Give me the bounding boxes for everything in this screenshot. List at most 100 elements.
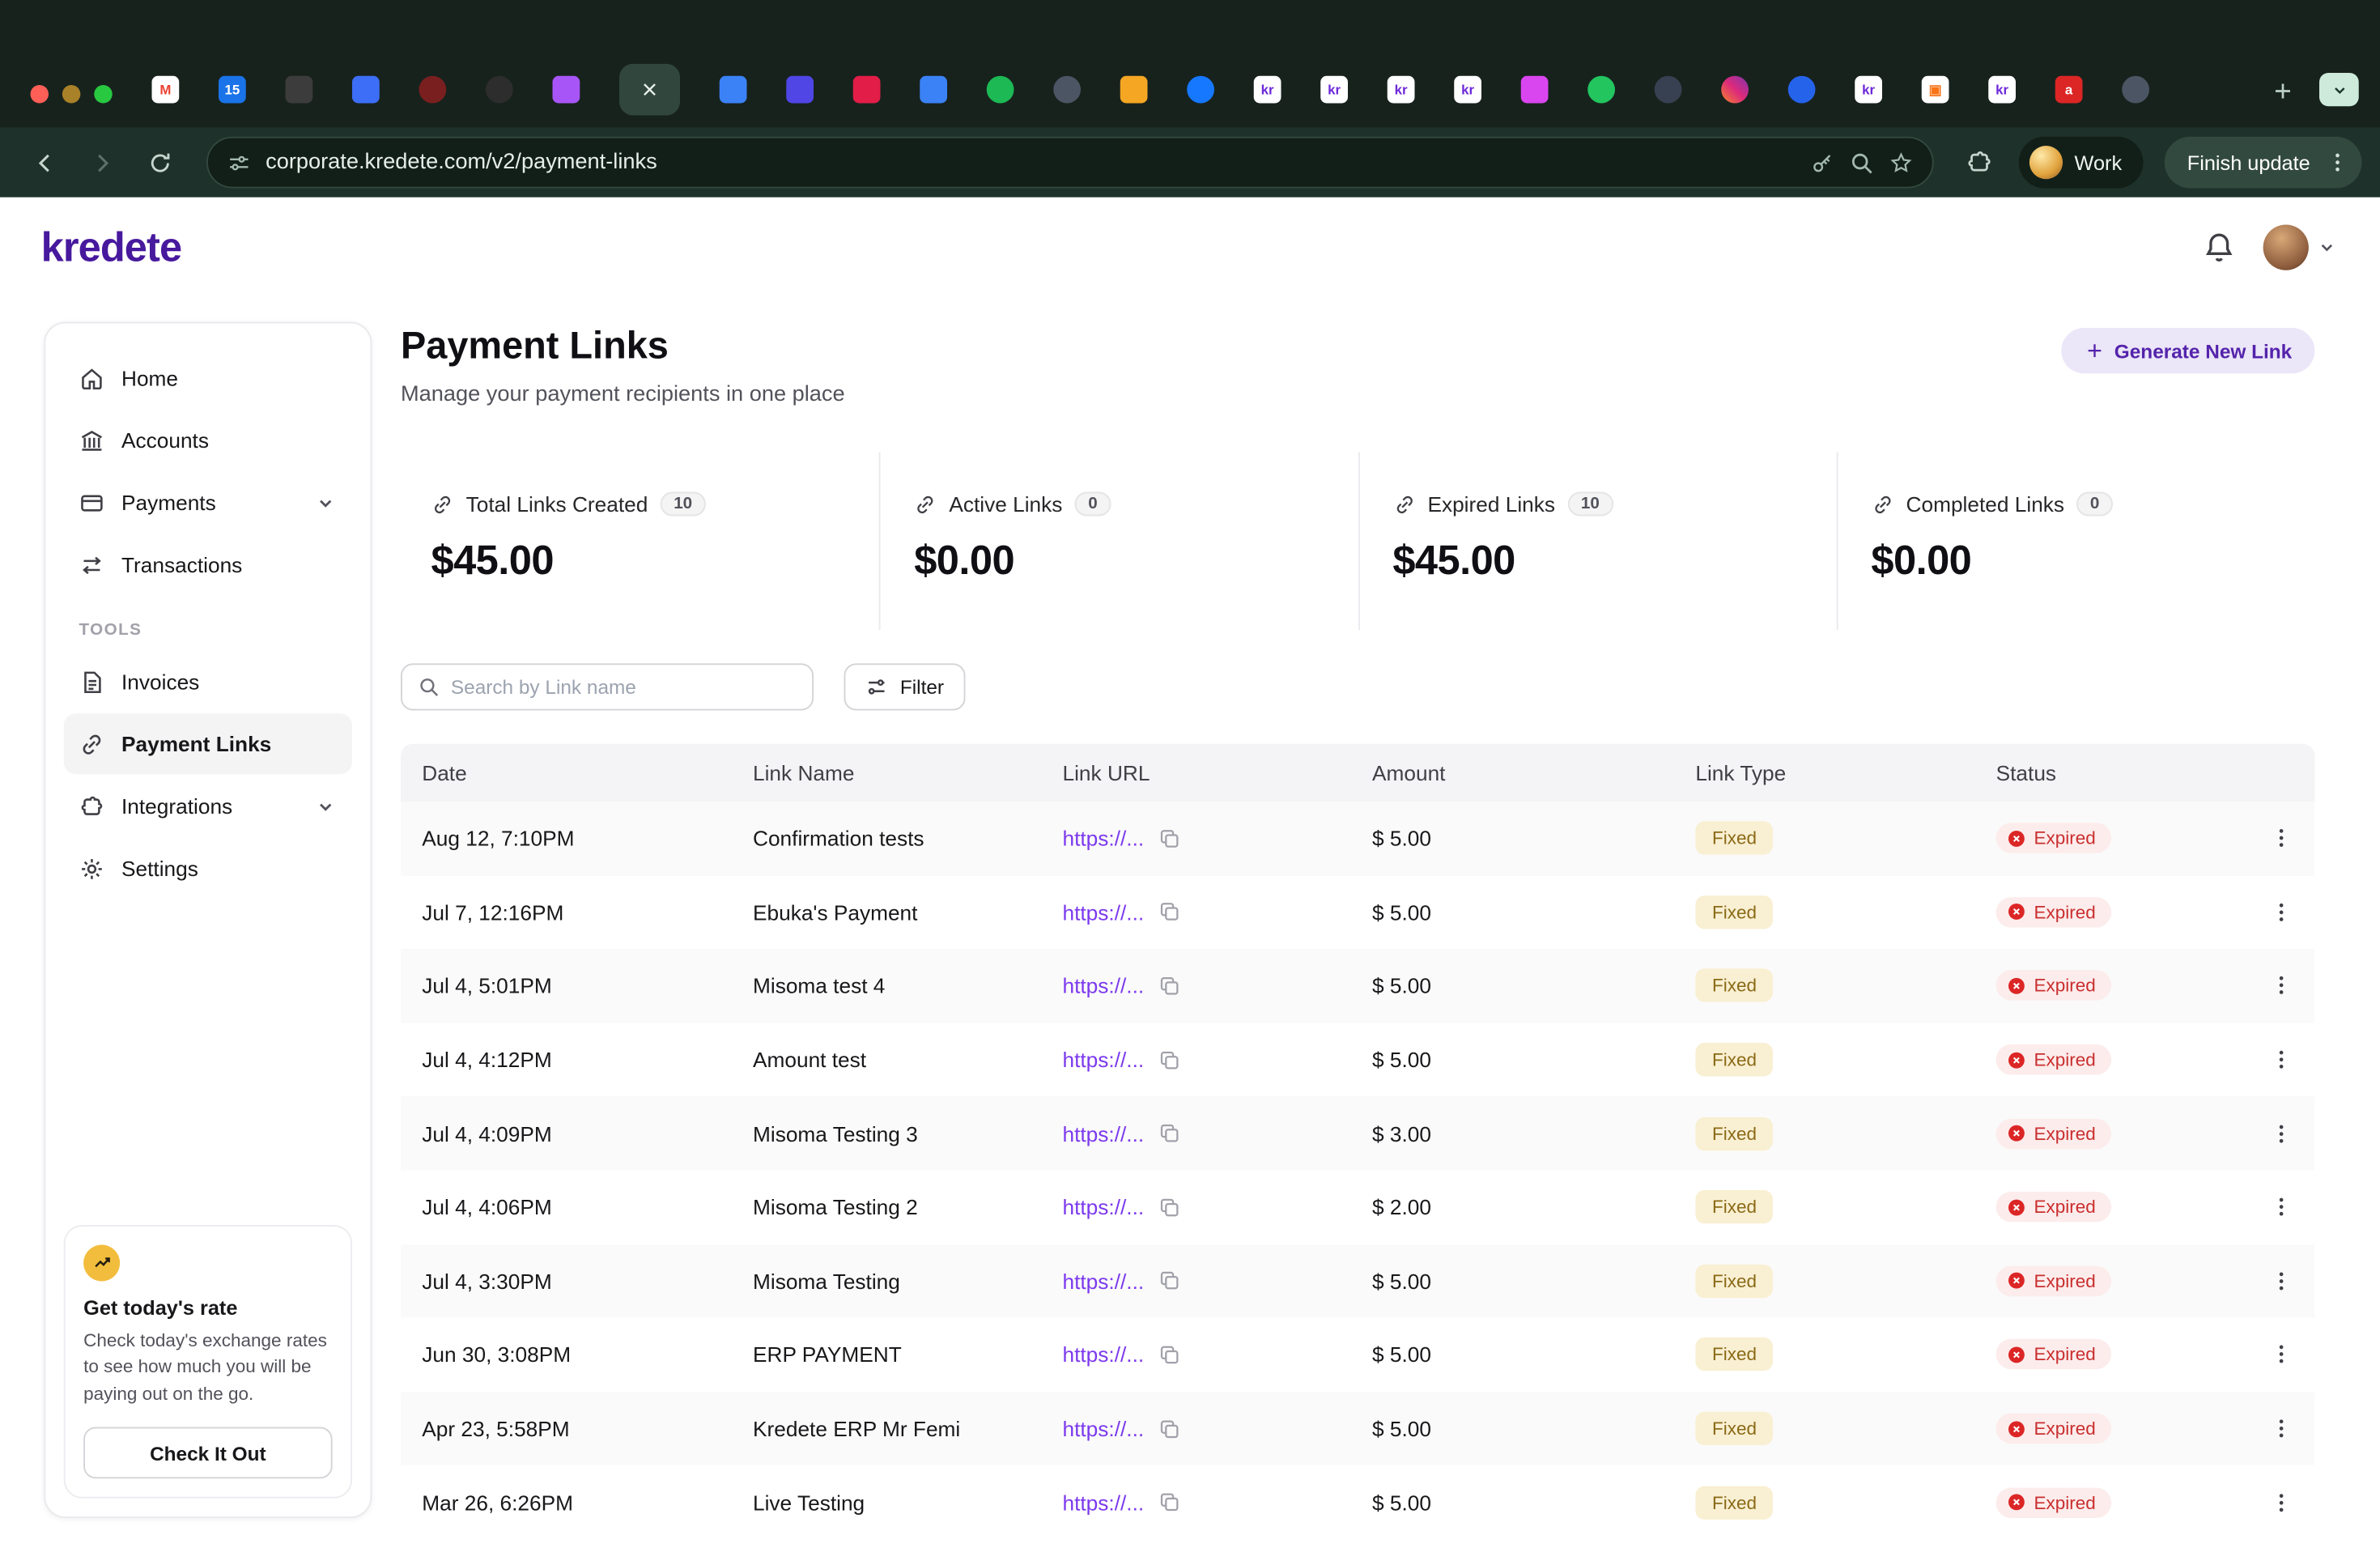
copy-icon[interactable] (1158, 827, 1180, 849)
stat-count-badge: 10 (1567, 491, 1613, 517)
generate-new-link-button[interactable]: Generate New Link (2061, 328, 2315, 374)
finish-update-button[interactable]: Finish update (2164, 136, 2362, 189)
browser-menu-icon[interactable] (2326, 151, 2350, 175)
cell-date: Jul 4, 5:01PM (422, 973, 552, 998)
row-menu-button[interactable] (2269, 1342, 2293, 1367)
row-menu-button[interactable] (2269, 827, 2293, 851)
row-menu-button[interactable] (2269, 1121, 2293, 1146)
close-icon[interactable] (639, 79, 660, 100)
new-tab-button[interactable] (2262, 70, 2305, 113)
tab-spotify[interactable] (986, 75, 1014, 104)
tab-overflow-button[interactable] (2319, 73, 2359, 107)
sidebar-item-settings[interactable]: Settings (64, 838, 352, 899)
tab-gmail[interactable]: M (151, 75, 180, 104)
copy-icon[interactable] (1158, 975, 1180, 997)
forward-button[interactable] (76, 137, 128, 189)
search-box[interactable] (401, 663, 814, 711)
sidebar-item-accounts[interactable]: Accounts (64, 410, 352, 470)
link-url[interactable]: https://... (1062, 1416, 1145, 1441)
browser-profile-chip[interactable]: Work (2018, 136, 2144, 189)
tab-kredete-kr-1[interactable]: kr (1253, 75, 1281, 104)
tab-blue-round-app[interactable] (1187, 75, 1214, 104)
sidebar-item-payments[interactable]: Payments (64, 472, 352, 533)
tab-white-orange-app[interactable]: ▣ (1921, 75, 1949, 104)
fullscreen-window-button[interactable] (94, 85, 113, 104)
url-text[interactable]: corporate.kredete.com/v2/payment-links (266, 150, 657, 175)
tab-active-tab[interactable] (619, 63, 680, 116)
tab-kredete-kr-4[interactable]: kr (1454, 75, 1481, 104)
tab-kredete-kr-6[interactable]: kr (1988, 75, 2016, 104)
tab-doc-blue-2[interactable] (920, 75, 947, 104)
copy-icon[interactable] (1158, 1196, 1180, 1218)
check-it-out-button[interactable]: Check It Out (83, 1427, 333, 1479)
tab-pink-grid-app[interactable] (1520, 75, 1549, 104)
tab-red-blue-app[interactable] (852, 75, 881, 104)
sidebar-item-home[interactable]: Home (64, 347, 352, 408)
link-url[interactable]: https://... (1062, 826, 1145, 851)
tab-globe-dark[interactable] (1053, 75, 1081, 104)
copy-icon[interactable] (1158, 901, 1180, 924)
tab-amber-app[interactable] (1120, 75, 1148, 104)
copy-icon[interactable] (1158, 1122, 1180, 1145)
plus-icon (2271, 79, 2295, 104)
tab-red-a-app[interactable]: a (2055, 75, 2083, 104)
cell-amount: $ 5.00 (1372, 1342, 1432, 1367)
user-menu[interactable] (2263, 224, 2338, 270)
search-input[interactable] (450, 675, 797, 699)
tab-blue-bars-app[interactable] (1787, 75, 1816, 104)
password-manager-icon[interactable] (1808, 150, 1834, 176)
link-url[interactable]: https://... (1062, 899, 1145, 925)
close-window-button[interactable] (30, 85, 49, 104)
tab-blue-app[interactable] (352, 75, 380, 104)
copy-icon[interactable] (1158, 1491, 1180, 1514)
row-menu-button[interactable] (2269, 974, 2293, 998)
bookmark-icon[interactable] (1888, 150, 1914, 176)
link-url[interactable]: https://... (1062, 1047, 1145, 1072)
sidebar-item-payment-links[interactable]: Payment Links (63, 713, 352, 775)
copy-icon[interactable] (1158, 1269, 1180, 1292)
tab-leaf-green-app[interactable] (1587, 75, 1615, 104)
tab-kredete-kr-5[interactable]: kr (1855, 75, 1882, 104)
zoom-icon[interactable] (1848, 150, 1874, 176)
tab-dark-red-app[interactable] (419, 75, 447, 104)
copy-icon[interactable] (1158, 1343, 1180, 1366)
tab-camera-dark[interactable] (285, 75, 313, 104)
kredete-logo[interactable]: kredete (40, 223, 182, 270)
sidebar-item-transactions[interactable]: Transactions (64, 534, 352, 595)
row-menu-button[interactable] (2269, 1048, 2293, 1072)
tab-indigo-app[interactable] (786, 75, 814, 104)
row-menu-button[interactable] (2269, 1491, 2293, 1515)
tab-dark-app[interactable] (486, 75, 513, 104)
tab-kredete-kr-3[interactable]: kr (1387, 75, 1415, 104)
row-menu-button[interactable] (2269, 1416, 2293, 1440)
tab-doc-blue[interactable] (719, 75, 747, 104)
link-url[interactable]: https://... (1062, 1121, 1145, 1146)
tab-purple-badge[interactable] (552, 75, 580, 104)
tab-dark-ring-app[interactable] (1654, 75, 1682, 104)
link-url[interactable]: https://... (1062, 1490, 1145, 1515)
row-menu-button[interactable] (2269, 1269, 2293, 1293)
row-menu-button[interactable] (2269, 1195, 2293, 1219)
back-button[interactable] (19, 137, 70, 189)
link-url[interactable]: https://... (1062, 1342, 1145, 1367)
sidebar-item-integrations[interactable]: Integrations (64, 776, 352, 836)
row-menu-button[interactable] (2269, 900, 2293, 925)
link-url[interactable]: https://... (1062, 1195, 1145, 1220)
filter-button[interactable]: Filter (844, 663, 966, 711)
site-settings-icon[interactable] (226, 150, 252, 176)
tab-globe-dark-2[interactable] (2122, 75, 2149, 104)
tab-instagram[interactable] (1721, 75, 1749, 104)
address-bar[interactable]: corporate.kredete.com/v2/payment-links (206, 136, 1934, 189)
link-url[interactable]: https://... (1062, 1269, 1145, 1294)
sidebar-item-invoices[interactable]: Invoices (64, 651, 352, 712)
link-type-badge: Fixed (1695, 1485, 1774, 1520)
reload-button[interactable] (134, 137, 185, 189)
tab-kredete-kr-2[interactable]: kr (1320, 75, 1348, 104)
copy-icon[interactable] (1158, 1048, 1180, 1071)
copy-icon[interactable] (1158, 1417, 1180, 1440)
extensions-button[interactable] (1954, 138, 2003, 187)
notifications-bell-icon[interactable] (2203, 231, 2236, 264)
tab-calendar-15[interactable]: 15 (219, 75, 246, 104)
link-url[interactable]: https://... (1062, 973, 1145, 998)
minimize-window-button[interactable] (62, 85, 81, 104)
